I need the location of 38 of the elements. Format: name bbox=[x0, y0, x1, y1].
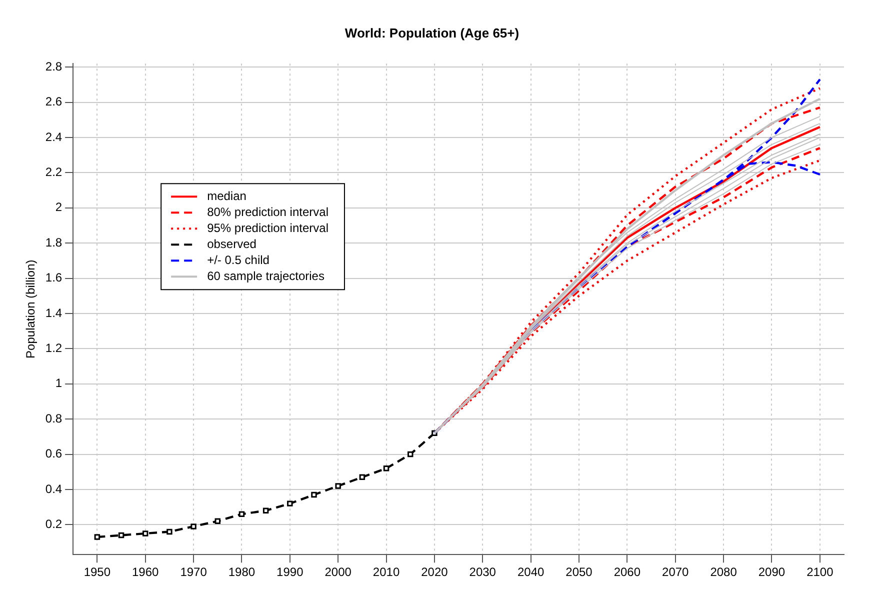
y-tick-label: 0.2 bbox=[45, 516, 62, 531]
x-tick-label: 1960 bbox=[132, 565, 160, 580]
y-tick-label: 1 bbox=[55, 376, 62, 390]
x-tick-label: 2040 bbox=[517, 565, 544, 580]
y-tick-label: 1.6 bbox=[45, 270, 62, 285]
x-tick-label: 1990 bbox=[276, 565, 304, 580]
legend-label: +/- 0.5 child bbox=[207, 252, 270, 267]
x-tick-label: 1950 bbox=[84, 565, 111, 580]
y-tick-label: 2.8 bbox=[45, 59, 62, 74]
y-tick-label: 0.6 bbox=[45, 446, 62, 461]
x-tick-label: 2060 bbox=[614, 565, 641, 580]
y-tick-label: 2.2 bbox=[45, 165, 62, 180]
y-tick-label: 1.4 bbox=[45, 306, 62, 320]
x-tick-label: 1980 bbox=[228, 565, 256, 580]
legend-label: median bbox=[207, 188, 246, 203]
y-tick-label: 2.6 bbox=[45, 94, 62, 109]
chart-title: World: Population (Age 65+) bbox=[344, 25, 520, 40]
x-tick-label: 2020 bbox=[421, 565, 448, 580]
x-tick-label: 2050 bbox=[566, 565, 593, 580]
y-tick-label: 1.2 bbox=[45, 341, 62, 356]
x-tick-label: 1970 bbox=[180, 565, 208, 580]
x-tick-label: 2070 bbox=[662, 565, 690, 580]
legend-label: 95% prediction interval bbox=[207, 220, 328, 235]
x-tick-label: 2000 bbox=[324, 565, 352, 580]
legend-label: observed bbox=[207, 236, 256, 251]
y-tick-label: 2.4 bbox=[45, 130, 62, 144]
y-axis-title: Population (billion) bbox=[24, 260, 38, 358]
x-tick-label: 2090 bbox=[758, 565, 786, 580]
y-tick-label: 0.4 bbox=[45, 482, 62, 496]
x-tick-label: 2080 bbox=[710, 565, 738, 580]
x-tick-label: 2010 bbox=[372, 565, 400, 580]
x-tick-label: 2100 bbox=[806, 565, 834, 580]
legend-label: 80% prediction interval bbox=[207, 204, 328, 219]
y-tick-label: 2 bbox=[55, 200, 62, 214]
legend-label: 60 sample trajectories bbox=[207, 268, 324, 283]
y-tick-label: 0.8 bbox=[45, 411, 62, 426]
x-tick-label: 2030 bbox=[469, 565, 496, 580]
y-tick-label: 1.8 bbox=[45, 235, 62, 250]
